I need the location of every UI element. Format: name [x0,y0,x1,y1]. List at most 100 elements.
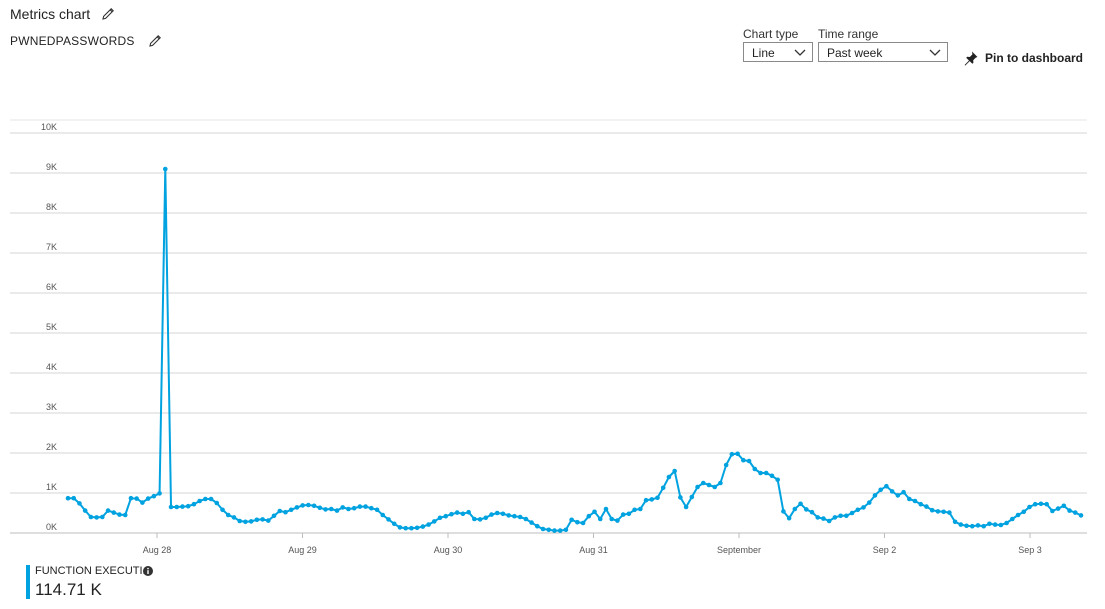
data-point [225,512,231,518]
data-point [563,527,569,533]
y-tick-label: 10K [41,122,57,132]
data-point [260,517,265,522]
edit-title-pencil-icon[interactable] [100,6,116,22]
data-point [655,495,660,501]
data-point [540,526,546,532]
data-point [477,517,483,522]
data-point [798,501,803,507]
data-point [1078,513,1084,518]
y-tick-label: 3K [46,402,57,412]
data-point [895,493,901,498]
data-point [380,512,386,518]
data-point [409,525,414,531]
data-point [958,522,964,527]
data-point [947,510,952,515]
info-icon[interactable] [143,566,153,576]
line-chart: 0K 1K 2K 3K 4K 5K 6K 7K 8K 9K 10K Aug 28 Aug 29 Aug 3… [10,119,1087,555]
data-point [300,503,305,508]
data-point [323,507,328,512]
data-point [317,505,323,511]
data-point [838,513,843,519]
data-point [340,505,346,510]
x-tick-label: September [717,545,761,555]
data-point [65,495,71,501]
data-point [437,515,443,521]
data-point [849,510,855,516]
x-tick-label: Aug 30 [434,545,463,555]
data-point [666,474,672,480]
data-point [746,458,752,464]
data-point [557,528,563,533]
data-point [826,518,832,524]
pin-label: Pin to dashboard [985,51,1084,65]
data-point [660,485,666,491]
data-point [723,462,729,468]
data-point [935,509,941,514]
data-point [832,515,838,520]
data-point [311,503,317,509]
data-point [391,521,397,527]
data-point [346,506,351,512]
data-point [809,509,815,515]
data-point [912,498,918,504]
data-point [815,515,821,520]
data-point [695,484,700,490]
data-point [1044,501,1049,507]
data-point [700,480,706,486]
data-point [615,518,620,523]
data-point [786,515,792,521]
data-point [271,513,277,519]
time-range-value: Past week [827,46,883,60]
data-point [552,528,557,533]
data-point [386,517,391,522]
data-point [88,514,94,520]
data-point [609,516,614,522]
time-range-select[interactable]: Past week [818,42,948,62]
y-tick-label: 7K [46,242,57,252]
data-point [426,522,431,527]
data-point [100,514,105,520]
y-tick-label: 9K [46,162,57,172]
data-point [306,502,311,508]
data-point [151,493,157,499]
data-point [569,517,574,523]
data-point [592,509,597,515]
data-point [122,512,128,518]
chart-type-label: Chart type [743,27,799,41]
data-point [718,480,723,486]
data-point [214,500,220,506]
data-point [128,495,134,501]
data-point [288,507,294,513]
data-point [638,506,643,512]
edit-resource-pencil-icon[interactable] [147,33,163,49]
legend-series-name: FUNCTION EXECUTI... [35,565,152,577]
data-point [792,506,798,512]
data-point [861,505,866,510]
data-point [706,482,712,488]
data-point [191,501,197,507]
data-point [117,512,122,517]
data-point [294,505,300,510]
y-tick-label: 5K [46,322,57,332]
data-point [431,519,437,524]
legend-color-bar [26,565,30,599]
data-point [1032,501,1038,507]
x-tick-label: Aug 28 [143,545,172,555]
data-point [94,515,99,520]
data-point [929,507,935,513]
pin-to-dashboard-button[interactable]: Pin to dashboard [963,50,1083,66]
resource-row: PWNEDPASSWORDS [10,33,163,49]
data-point [689,494,695,500]
data-point [140,500,145,505]
time-range-label: Time range [818,27,879,41]
page-title: Metrics chart [10,6,91,22]
data-point [162,166,168,172]
data-point [134,496,139,501]
data-point [82,508,88,513]
data-point [649,497,655,502]
data-point [231,515,237,520]
chart-type-select[interactable]: Line [743,42,813,62]
data-point [1015,512,1021,518]
data-point [975,523,981,528]
x-tick-label: Aug 31 [579,545,608,555]
